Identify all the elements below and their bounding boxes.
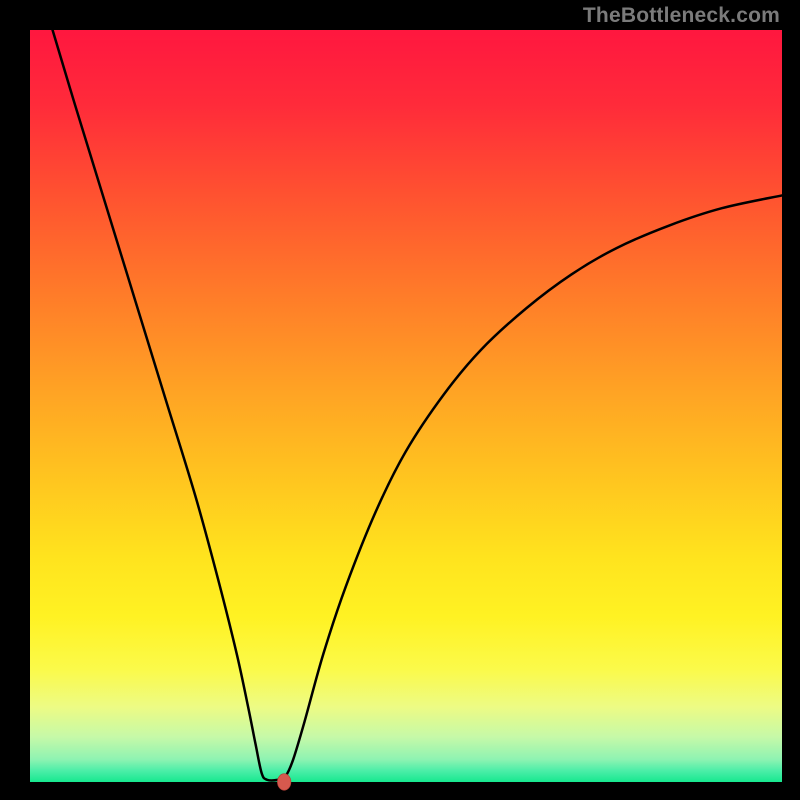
bottleneck-chart <box>0 0 800 800</box>
plot-background <box>30 30 782 782</box>
watermark-label: TheBottleneck.com <box>583 4 780 28</box>
chart-frame: TheBottleneck.com <box>0 0 800 800</box>
optimal-point-marker <box>277 774 291 791</box>
